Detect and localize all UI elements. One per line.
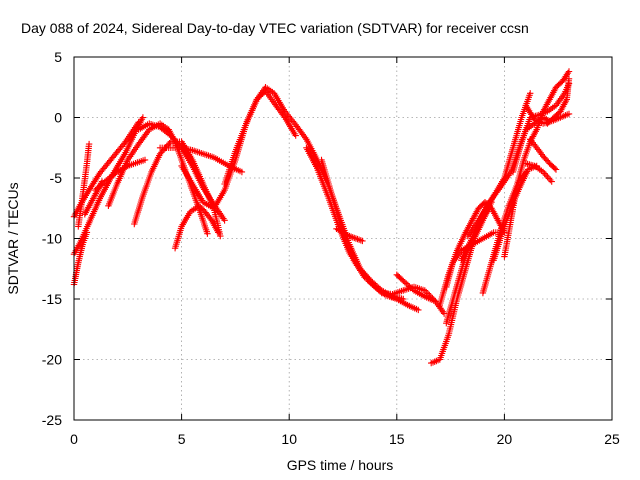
x-tick-label: 15	[389, 431, 405, 447]
series-arc-13	[221, 84, 407, 303]
data-markers	[171, 202, 222, 252]
series-arc-30	[527, 136, 560, 173]
y-tick-label: -5	[50, 170, 63, 186]
x-tick-label: 5	[178, 431, 186, 447]
y-tick-label: -15	[42, 291, 62, 307]
series-arc-31	[544, 75, 573, 127]
data-series	[70, 68, 573, 367]
series-arc-17	[393, 271, 439, 305]
data-markers	[156, 144, 246, 176]
series-arc-16	[333, 225, 366, 245]
series-arc-29	[522, 160, 555, 185]
y-tick-label: 0	[54, 110, 62, 126]
series-arc-15	[318, 156, 422, 314]
series-arc-10	[156, 144, 246, 176]
series-arc-11	[171, 202, 222, 252]
chart-title: Day 088 of 2024, Sidereal Day-to-day VTE…	[21, 20, 529, 36]
series-arc-7	[105, 120, 211, 237]
y-tick-label: -25	[42, 412, 62, 428]
x-tick-labels: 0 5 10 15 20 25	[70, 431, 620, 447]
y-tick-label: -10	[42, 231, 62, 247]
series-arc-4	[75, 140, 93, 230]
x-axis-label: GPS time / hours	[287, 457, 394, 473]
x-tick-label: 10	[281, 431, 297, 447]
axis-ticks	[73, 56, 613, 421]
grid-lines	[74, 57, 612, 420]
data-markers	[501, 68, 573, 260]
y-axis-label: SDTVAR / TECUs	[5, 182, 21, 294]
data-markers	[436, 199, 508, 309]
data-markers	[221, 84, 407, 303]
data-markers	[75, 140, 93, 230]
y-tick-labels: 5 0 -5 -10 -15 -20 -25	[42, 49, 62, 428]
y-tick-label: -20	[42, 352, 62, 368]
data-markers	[393, 271, 439, 305]
data-markers	[522, 160, 555, 185]
x-tick-label: 20	[497, 431, 513, 447]
series-arc-26	[501, 68, 573, 260]
x-tick-label: 0	[70, 431, 78, 447]
data-markers	[105, 120, 211, 237]
data-markers	[527, 136, 560, 173]
x-tick-label: 25	[604, 431, 620, 447]
y-tick-label: 5	[54, 49, 62, 65]
data-markers	[318, 156, 422, 314]
data-markers	[333, 225, 366, 245]
series-arc-20	[436, 199, 508, 309]
data-markers	[544, 75, 573, 127]
